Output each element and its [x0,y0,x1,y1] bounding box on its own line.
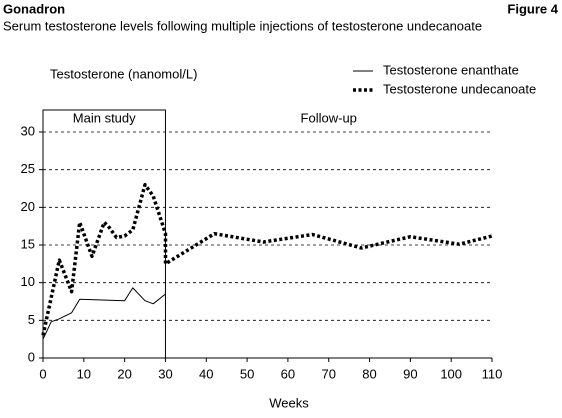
x-tick-label: 60 [281,366,295,381]
y-tick-label: 15 [21,236,35,251]
y-tick-label: 25 [21,161,35,176]
x-tick-label: 50 [240,366,254,381]
annotation: Follow-up [301,110,357,125]
x-tick-label: 110 [482,366,503,381]
x-tick-label: 80 [362,366,376,381]
y-tick-label: 10 [21,274,35,289]
annotation: Main study [73,110,136,125]
y-tick-label: 20 [21,199,35,214]
figure-label: Figure 4 [507,1,558,16]
x-tick-label: 100 [440,366,462,381]
series-line [42,287,166,340]
main-study-box [42,109,492,359]
legend-label: Testosterone undecanoate [383,81,536,96]
y-axis-label: Testosterone (nanomol/L) [50,66,197,81]
series-line [41,182,493,336]
x-tick-label: 30 [158,366,172,381]
x-tick-label: 20 [117,366,131,381]
subtitle: Serum testosterone levels following mult… [3,18,482,33]
x-tick-label: 90 [403,366,417,381]
x-tick-label: 40 [199,366,213,381]
header-title: Gonadron [3,1,65,16]
x-tick-label: 10 [77,366,91,381]
x-axis-label: Weeks [269,395,309,410]
y-tick-label: 5 [28,312,35,327]
y-tick-label: 0 [28,349,35,364]
legend-label: Testosterone enanthate [383,62,519,77]
x-tick-label: 0 [39,366,46,381]
y-tick-label: 30 [21,123,35,138]
x-tick-label: 70 [321,366,335,381]
